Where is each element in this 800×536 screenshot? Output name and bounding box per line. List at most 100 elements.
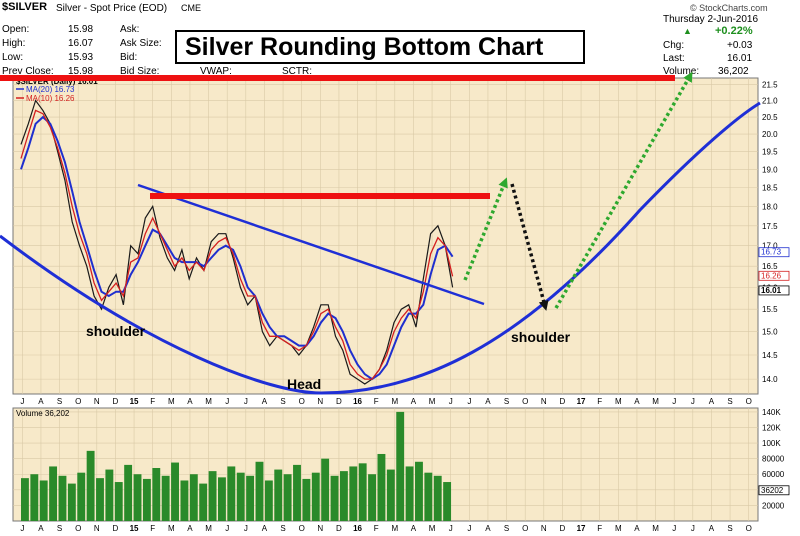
volume-bar [161, 475, 170, 521]
price-x-tick: O [299, 397, 305, 406]
price-x-tick: 17 [577, 397, 586, 406]
volume-label: Volume: [663, 66, 700, 77]
volume-y-tick: 100K [762, 439, 781, 448]
volume-x-tick: D [560, 524, 566, 533]
volume-x-tick: O [75, 524, 81, 533]
prev-close-label: Prev Close: [2, 66, 54, 77]
volume-x-tick: J [467, 524, 471, 533]
up-triangle-icon: ▲ [683, 26, 692, 36]
price-series [20, 99, 454, 385]
quote-date: Thursday 2-Jun-2016 [663, 14, 759, 25]
volume-x-tick: M [652, 524, 659, 533]
volume-bar [133, 474, 142, 521]
volume-x-tick: J [244, 524, 248, 533]
green-arrow-up-2 [554, 71, 693, 309]
price-x-tick: A [411, 397, 417, 406]
price-y-tick: 14.5 [762, 351, 778, 360]
volume-x-tick: A [634, 524, 640, 533]
volume-y-tick: 140K [762, 408, 781, 417]
volume-x-ticks: J A S O N D 15 F M A M J J A S O N D 16 F M A M J J A S O N D 17 F M A M J J… [20, 524, 751, 533]
volume-x-tick: N [541, 524, 547, 533]
volume-x-tick: F [597, 524, 602, 533]
site-credit: © StockCharts.com [690, 3, 768, 13]
series-ma20-line [20, 115, 454, 381]
price-x-tick: F [597, 397, 602, 406]
price-x-tick: F [150, 397, 155, 406]
volume-bar [274, 469, 283, 521]
volume-bar [339, 471, 348, 521]
price-x-tick: O [522, 397, 528, 406]
volume-x-tick: M [429, 524, 436, 533]
volume-bar [424, 472, 433, 521]
volume-x-tick: J [20, 524, 24, 533]
price-right-label: 16.26 [761, 271, 782, 280]
volume-x-tick: A [38, 524, 44, 533]
quote-panel: Thursday 2-Jun-2016 ▲ +0.22% Chg: +0.03 … [655, 14, 760, 77]
price-y-tick: 18.5 [762, 184, 778, 193]
volume-y-tick: 120K [762, 423, 781, 432]
volume-x-tick: N [94, 524, 100, 533]
volume-bar [264, 480, 273, 521]
volume-bar [124, 464, 133, 521]
volume-x-tick: M [391, 524, 398, 533]
price-y-tick: 21.0 [762, 97, 778, 106]
volume-bar [58, 475, 67, 521]
volume-title: Volume 36,202 [16, 409, 70, 418]
annotation-title-box: Silver Rounding Bottom Chart [175, 30, 585, 64]
volume-bar [246, 475, 255, 521]
volume-x-tick: A [187, 524, 193, 533]
price-right-label-box [758, 270, 790, 281]
price-x-tick: A [709, 397, 715, 406]
price-x-tick: S [504, 397, 509, 406]
legend-ma20: MA(20) 16.73 [26, 85, 75, 94]
volume-x-tick: F [374, 524, 379, 533]
volume-bar [152, 468, 161, 521]
open-value: 15.98 [68, 24, 94, 35]
chg-label: Chg: [663, 40, 685, 51]
volume-bar [77, 472, 86, 521]
volume-right-labels: 36202 [758, 485, 790, 496]
price-y-tick: 17.0 [762, 242, 778, 251]
volume-x-tick: J [225, 524, 229, 533]
price-x-ticks: J A S O N D 15 F M A M J J A S O N D 16 F M A M J J A S O N D 17 F M A M J J… [20, 397, 751, 406]
price-x-tick: 15 [130, 397, 139, 406]
volume-bar [86, 450, 95, 521]
bid-label: Bid: [120, 52, 138, 63]
last-label: Last: [663, 53, 685, 64]
price-right-label: 16.01 [761, 286, 782, 295]
price-y-tick: 20.5 [762, 113, 778, 122]
volume-x-tick: 17 [577, 524, 586, 533]
volume-bar [199, 483, 208, 521]
price-right-label-box [758, 247, 790, 258]
volume-bar [21, 478, 29, 521]
volume-right-label-box [758, 485, 790, 496]
price-y-tick: 21.5 [762, 80, 778, 89]
volume-bar [142, 478, 151, 521]
ask-size-label: Ask Size: [120, 38, 162, 49]
price-x-tick: M [615, 397, 622, 406]
volume-x-tick: M [168, 524, 175, 533]
legend-title: $SILVER (Daily) 16.01 [16, 77, 98, 86]
price-x-tick: J [672, 397, 676, 406]
price-y-ticks: 14.014.515.015.516.016.517.017.518.018.5… [762, 80, 778, 384]
volume-bar [96, 478, 104, 521]
volume-grid [13, 408, 758, 521]
volume-x-tick: S [280, 524, 285, 533]
ask-label: Ask: [120, 24, 140, 35]
volume-bar [302, 478, 311, 521]
price-x-tick: F [374, 397, 379, 406]
price-x-tick: M [652, 397, 659, 406]
price-x-tick: A [262, 397, 268, 406]
annotation-head: Head [287, 376, 321, 392]
volume-bar [415, 461, 423, 521]
sctr-label: SCTR: [282, 66, 312, 77]
price-x-tick: M [429, 397, 436, 406]
volume-bar [377, 453, 386, 521]
volume-x-tick: J [672, 524, 676, 533]
price-x-tick: J [467, 397, 471, 406]
high-value: 16.07 [68, 38, 94, 49]
vwap-label: VWAP: [200, 66, 232, 77]
volume-x-tick: O [522, 524, 528, 533]
volume-y-tick: 60000 [762, 470, 785, 479]
